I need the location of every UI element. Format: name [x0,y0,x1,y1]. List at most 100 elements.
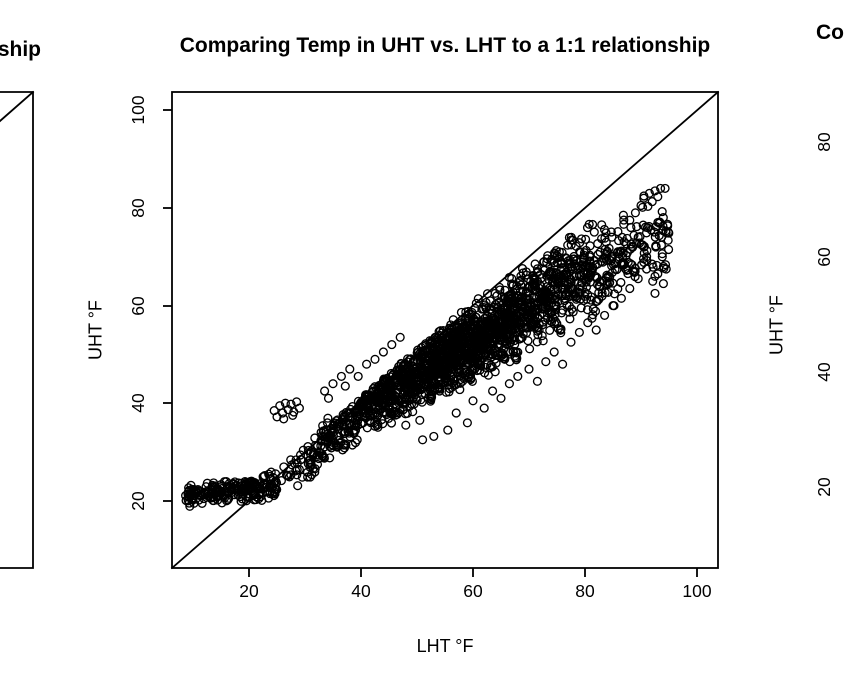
data-point [515,277,525,287]
data-point [293,481,303,491]
data-point [447,382,457,392]
data-point [426,393,436,403]
data-point [417,362,427,373]
data-point [533,330,543,340]
data-point [382,385,392,395]
data-point [317,431,327,441]
data-point [467,307,477,318]
x-axis-label: LHT °F [417,636,474,656]
data-point [279,414,289,424]
data-point [339,440,349,450]
data-point [422,352,432,362]
data-point [650,288,660,298]
left-plot-identity-line [0,90,35,123]
data-point [476,361,486,371]
data-point [585,250,595,260]
data-point [443,425,453,435]
data-point [660,183,670,193]
data-point [494,282,505,292]
data-point [236,496,246,506]
data-point [284,472,294,482]
data-point [186,480,196,490]
data-point [584,261,594,271]
data-point [392,392,402,402]
data-point [402,380,412,390]
data-point [338,426,348,436]
data-point [532,376,542,386]
data-point [219,477,229,487]
data-point [525,307,535,317]
data-point [621,239,632,249]
data-point [554,247,564,257]
data-point [558,359,568,369]
data-point [549,347,559,357]
data-point [588,304,598,314]
data-point [571,271,581,281]
data-point [642,252,652,262]
data-point [417,397,427,407]
data-point [488,386,498,396]
data-point [541,357,551,367]
data-point [658,279,668,289]
data-point [501,311,511,321]
data-point [462,418,472,428]
right-y-tick-label: 40 [814,362,834,382]
data-point [595,247,605,257]
data-point [653,192,663,202]
data-point [653,269,663,279]
data-point [639,193,649,203]
data-point [240,486,250,496]
data-point [255,479,265,489]
data-point [229,483,239,493]
data-point [644,188,654,198]
data-point [608,301,618,311]
x-axis: 20 40 60 80 100 LHT °F [239,568,712,656]
data-point [597,220,607,230]
data-point [630,263,640,273]
right-y-tick-label: 80 [814,132,834,152]
data-point [510,339,520,349]
data-point [440,375,450,386]
data-point [401,360,411,370]
data-point [524,295,534,305]
y-axis-label: UHT °F [85,300,105,360]
data-point [217,483,228,493]
data-point [416,356,426,367]
data-point [353,420,363,431]
data-point [503,291,513,301]
data-point [395,332,405,342]
data-point [203,486,213,496]
data-point [319,453,329,463]
data-point [658,226,668,236]
data-point [228,478,238,488]
data-point [558,305,568,315]
data-point [463,306,473,316]
data-point [657,252,667,262]
data-point [482,320,492,330]
data-point [370,354,380,364]
data-point [398,368,408,378]
x-tick-label: 80 [575,581,595,601]
data-point [642,264,652,274]
data-point [526,276,536,286]
data-point [488,349,498,360]
data-point [379,390,389,400]
data-point [544,269,554,279]
data-point [619,219,629,229]
data-point [264,493,274,503]
data-point [593,239,603,249]
data-point [429,431,439,441]
data-point [325,441,335,451]
data-point [415,415,425,425]
data-point [477,304,487,314]
left-plot-frame [0,91,34,569]
left-plot-title-fragment: ship [0,38,41,61]
data-point [208,496,218,506]
data-point [519,307,529,317]
data-point [249,478,259,488]
data-point [616,293,626,303]
data-point [442,352,452,362]
data-point [566,337,576,347]
data-point [310,467,320,477]
data-point [549,258,559,268]
